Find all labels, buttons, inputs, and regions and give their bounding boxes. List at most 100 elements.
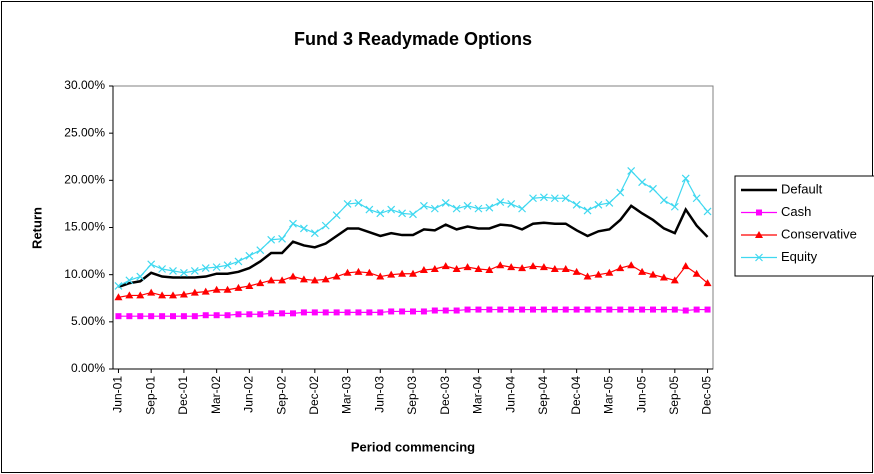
marker [627, 166, 636, 175]
marker [398, 269, 407, 277]
marker [550, 194, 559, 203]
x-tick-label: Jun-03 [372, 376, 386, 413]
marker [561, 265, 570, 273]
marker [158, 265, 167, 273]
marker [681, 262, 690, 270]
marker [638, 267, 647, 275]
y-tick-label: 0.00% [71, 361, 105, 375]
marker [354, 267, 363, 275]
marker [399, 308, 406, 315]
marker [267, 276, 276, 284]
marker [311, 309, 318, 316]
marker [300, 309, 307, 316]
marker [332, 211, 341, 220]
marker [756, 209, 762, 216]
legend-label: Equity [781, 249, 818, 264]
marker [583, 272, 592, 280]
marker [453, 307, 460, 314]
marker [681, 174, 690, 183]
marker [649, 184, 657, 193]
x-tick-label: Dec-04 [569, 376, 583, 415]
marker [464, 306, 471, 313]
marker [628, 306, 635, 313]
marker [299, 224, 308, 233]
marker [245, 251, 254, 260]
marker [191, 313, 198, 320]
marker [463, 201, 472, 210]
marker [179, 268, 188, 277]
y-tick-label: 25.00% [64, 125, 105, 139]
marker [289, 272, 297, 280]
marker [234, 257, 243, 266]
marker [148, 313, 155, 320]
x-tick-label: Sep-02 [274, 376, 288, 415]
marker [170, 313, 176, 320]
marker [234, 283, 243, 291]
marker [223, 285, 232, 293]
marker [573, 306, 580, 313]
x-tick-label: Mar-02 [209, 376, 223, 414]
marker [670, 276, 679, 284]
marker [376, 272, 385, 280]
marker [441, 199, 450, 207]
marker [539, 263, 548, 271]
marker [650, 306, 656, 313]
marker [136, 291, 145, 299]
x-tick-label: Dec-03 [438, 376, 452, 415]
marker [755, 231, 763, 238]
marker [169, 291, 177, 299]
marker [310, 229, 319, 238]
marker [638, 178, 647, 187]
marker [670, 202, 679, 211]
marker [387, 270, 396, 278]
marker [278, 276, 287, 284]
marker [321, 275, 330, 283]
x-tick-label: Mar-04 [471, 376, 485, 414]
x-tick-label: Dec-05 [700, 376, 714, 415]
marker [639, 306, 646, 313]
marker [212, 263, 221, 272]
marker [256, 246, 265, 255]
marker [136, 272, 145, 281]
marker [201, 287, 210, 295]
legend-box [734, 175, 874, 277]
marker [572, 267, 581, 275]
x-tick-label: Sep-03 [405, 376, 419, 415]
marker [452, 265, 461, 273]
y-tick-label: 5.00% [71, 314, 105, 328]
marker [267, 235, 276, 244]
marker [659, 273, 668, 281]
marker [137, 313, 144, 320]
marker [299, 275, 308, 283]
marker [442, 307, 449, 314]
marker [572, 200, 581, 209]
y-tick-label: 10.00% [64, 267, 105, 281]
marker [278, 234, 287, 243]
marker [257, 311, 264, 318]
marker [474, 204, 483, 213]
marker [115, 313, 122, 320]
marker [344, 309, 351, 316]
marker [355, 309, 362, 316]
marker [419, 265, 428, 273]
marker [704, 306, 711, 313]
marker [410, 308, 416, 315]
x-tick-label: Mar-05 [602, 376, 616, 414]
marker [595, 306, 602, 313]
legend-label: Cash [781, 204, 811, 219]
marker [529, 194, 537, 203]
marker [485, 203, 494, 212]
marker [235, 311, 242, 318]
y-tick-label: 15.00% [64, 220, 105, 234]
marker [202, 312, 209, 319]
marker [365, 268, 374, 276]
y-tick-label: 30.00% [64, 78, 105, 92]
marker [583, 206, 592, 215]
marker [420, 308, 427, 315]
marker [212, 285, 221, 293]
x-tick-label: Sep-05 [667, 376, 681, 415]
marker [519, 306, 526, 313]
marker [366, 309, 373, 316]
marker [180, 313, 187, 320]
marker [562, 306, 569, 313]
